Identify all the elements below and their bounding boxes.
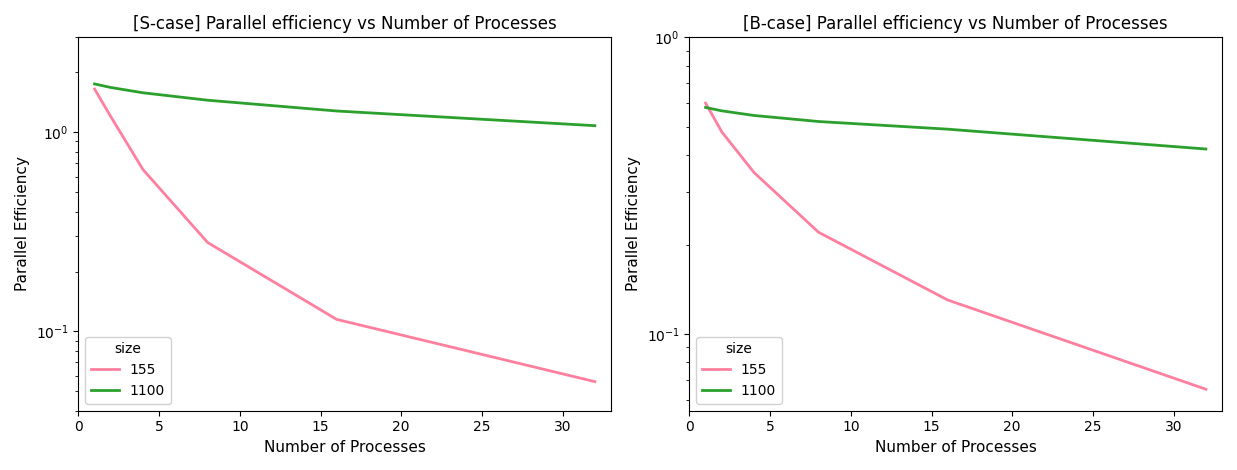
155 bbox=[87, 86, 101, 92]
1100 bbox=[940, 126, 955, 132]
1100 bbox=[714, 108, 729, 114]
X-axis label: Number of Processes: Number of Processes bbox=[263, 440, 426, 455]
Y-axis label: Parallel Efficiency: Parallel Efficiency bbox=[626, 157, 641, 291]
155 bbox=[1199, 386, 1213, 392]
155 bbox=[588, 379, 602, 384]
X-axis label: Number of Processes: Number of Processes bbox=[875, 440, 1037, 455]
Title: [B-case] Parallel efficiency vs Number of Processes: [B-case] Parallel efficiency vs Number o… bbox=[743, 15, 1168, 33]
1100 bbox=[698, 105, 713, 110]
Line: 1100: 1100 bbox=[94, 84, 595, 125]
Line: 155: 155 bbox=[94, 89, 595, 382]
155 bbox=[698, 100, 713, 106]
155 bbox=[940, 297, 955, 303]
1100 bbox=[200, 97, 215, 103]
155 bbox=[136, 167, 151, 172]
1100 bbox=[104, 85, 119, 90]
155 bbox=[811, 229, 826, 235]
1100 bbox=[747, 113, 762, 118]
155 bbox=[747, 170, 762, 175]
Legend: 155, 1100: 155, 1100 bbox=[85, 337, 171, 404]
Y-axis label: Parallel Efficiency: Parallel Efficiency bbox=[15, 157, 30, 291]
155 bbox=[714, 129, 729, 134]
Title: [S-case] Parallel efficiency vs Number of Processes: [S-case] Parallel efficiency vs Number o… bbox=[132, 15, 557, 33]
Legend: 155, 1100: 155, 1100 bbox=[696, 337, 782, 404]
Line: 1100: 1100 bbox=[705, 108, 1206, 149]
1100 bbox=[811, 119, 826, 125]
1100 bbox=[136, 90, 151, 95]
155 bbox=[200, 240, 215, 245]
1100 bbox=[1199, 146, 1213, 152]
155 bbox=[104, 114, 119, 119]
155 bbox=[329, 317, 344, 322]
1100 bbox=[87, 81, 101, 87]
Line: 155: 155 bbox=[705, 103, 1206, 389]
1100 bbox=[329, 108, 344, 114]
1100 bbox=[588, 123, 602, 128]
